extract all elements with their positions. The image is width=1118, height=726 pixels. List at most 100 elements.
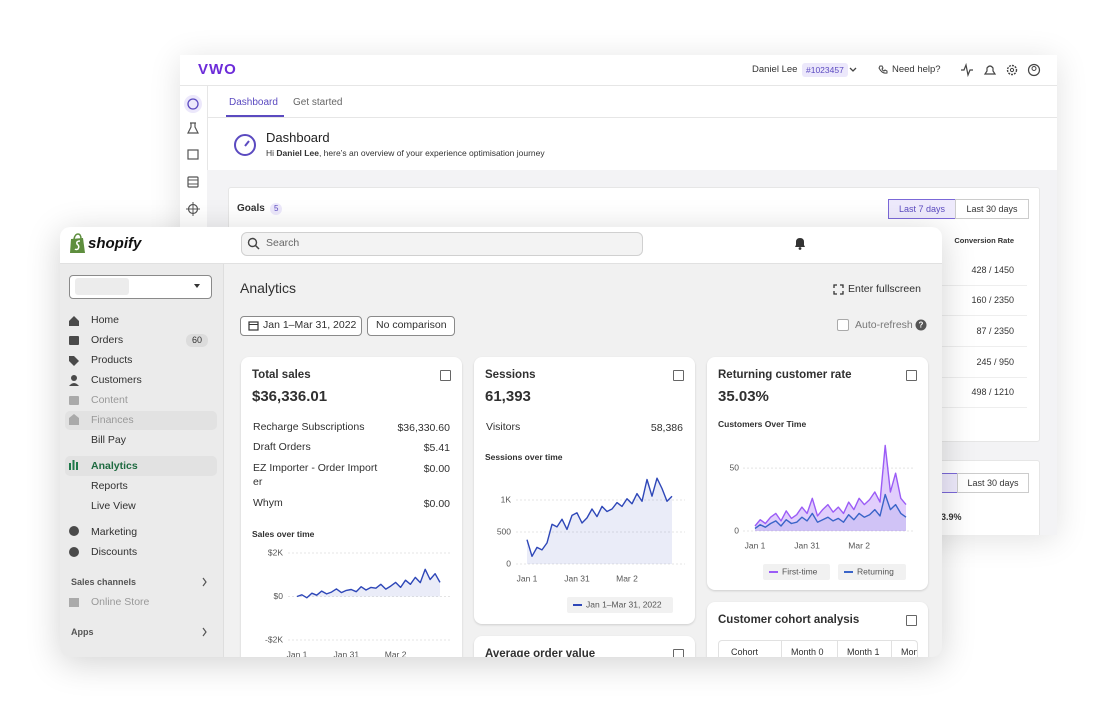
date-button[interactable] — [240, 316, 362, 336]
goals-count: 5 — [270, 203, 283, 215]
tab-active[interactable]: Dashboard — [229, 97, 278, 108]
shopify-logo[interactable]: shopify — [88, 235, 142, 252]
nav-item[interactable]: Customers — [91, 374, 142, 386]
account-badge: #1023457 — [802, 63, 848, 77]
nav-item[interactable]: Orders — [91, 334, 124, 346]
y-tick-label: 1K — [501, 494, 512, 504]
nav-item[interactable]: Online Store — [91, 596, 150, 608]
card-value: 61,393 — [485, 388, 531, 405]
legend-box — [763, 564, 830, 580]
help-link[interactable]: Need help? — [892, 64, 941, 75]
y-tick-label: 50 — [730, 462, 740, 472]
y-tick-label: $0 — [274, 591, 284, 601]
nav-highlight — [65, 456, 217, 476]
badge-bg — [186, 334, 208, 347]
line — [526, 477, 673, 557]
conversion-rate: 245 / 950 — [976, 357, 1014, 367]
y-tick-label: 0 — [506, 558, 511, 568]
y-tick-label: -$2K — [265, 634, 283, 644]
store-placeholder — [75, 278, 129, 295]
range-button[interactable]: Last 30 days — [957, 473, 1029, 493]
bell-icon[interactable] — [793, 236, 807, 250]
row-label: Recharge Subscriptions — [253, 421, 365, 433]
column-header: Month 0 — [791, 647, 824, 657]
line — [754, 493, 907, 530]
tab[interactable]: Get started — [293, 97, 343, 108]
x-tick-label: Mar 2 — [385, 649, 407, 657]
column-header: Conversion Rate — [954, 236, 1014, 245]
legend-box — [838, 564, 906, 580]
greeting-prefix: Hi — [266, 148, 275, 158]
range-button[interactable]: Last 30 days — [955, 199, 1029, 219]
greeting: Hi Daniel Lee, here’s an overview of you… — [266, 145, 545, 161]
conversion-rate: 87 / 2350 — [976, 326, 1014, 336]
nav-item[interactable]: Discounts — [91, 546, 138, 558]
checkbox[interactable] — [837, 319, 849, 331]
help-icon[interactable]: ? — [915, 319, 927, 331]
chevron[interactable] — [848, 65, 858, 75]
chart-title: Customers Over Time — [718, 419, 807, 429]
date-range: Jan 1–Mar 31, 2022 — [263, 319, 357, 331]
nav-item[interactable]: Finances — [91, 414, 134, 426]
card — [707, 357, 928, 590]
chart-title: Sales over time — [252, 529, 315, 539]
legend-label: First-time — [782, 566, 818, 576]
area — [297, 569, 440, 598]
nav-item[interactable]: Home — [91, 314, 120, 326]
card — [474, 636, 695, 657]
comparison-button[interactable] — [367, 316, 455, 336]
nav-item[interactable]: Live View — [91, 500, 136, 512]
nav-item[interactable]: Reports — [91, 480, 128, 492]
card — [241, 357, 462, 657]
x-tick-label: Mar 2 — [848, 540, 870, 550]
column-divider — [837, 641, 838, 657]
user-name[interactable]: Daniel Lee — [752, 64, 798, 75]
search-icon — [247, 237, 260, 250]
area — [755, 494, 906, 531]
shopify-window: shopify Search Home Orders Products Custome… — [60, 227, 942, 657]
row-label: Draft Orders — [253, 441, 311, 453]
x-tick-label: Mar 2 — [616, 573, 638, 583]
sidebar-icons[interactable] — [180, 85, 207, 225]
column-divider — [781, 641, 782, 657]
fullscreen-button[interactable]: Enter fullscreen — [848, 283, 921, 295]
y-tick-label: 0 — [734, 525, 739, 535]
range-button-active[interactable]: Last 7 days — [888, 199, 956, 219]
card — [474, 357, 695, 624]
nav-item[interactable]: Bill Pay — [91, 434, 127, 446]
row-value: $5.41 — [423, 442, 450, 454]
phone-icon — [878, 65, 888, 74]
area — [755, 445, 906, 531]
column-header: Month 2 — [901, 647, 917, 657]
nav-item[interactable]: Content — [91, 394, 128, 406]
line — [296, 568, 441, 599]
conversion-rate: 498 / 1210 — [971, 387, 1014, 397]
divider — [207, 117, 1057, 118]
x-tick-label: Jan 1 — [287, 649, 308, 657]
nav-item[interactable]: Marketing — [91, 526, 138, 538]
cohort-table: Cohort Month 0 Month 1 Month 2 — [718, 640, 918, 657]
card-title: Average order value — [485, 648, 596, 657]
nav-highlight — [65, 411, 217, 430]
vwo-header — [180, 55, 1057, 86]
nav-item[interactable]: Analytics — [91, 460, 138, 472]
area — [527, 478, 672, 564]
row-label: Whym — [253, 497, 283, 509]
section-label: Sales channels — [71, 577, 137, 587]
rate-value: 3.9% — [941, 512, 962, 522]
nav-icons — [69, 316, 207, 637]
fullscreen-icon — [833, 284, 844, 295]
shopify-bag — [70, 233, 85, 253]
header-icons[interactable] — [960, 63, 1050, 77]
x-tick-label: Jan 1 — [745, 540, 766, 550]
row-value: $0.00 — [423, 463, 450, 475]
conversion-rate: 428 / 1450 — [971, 265, 1014, 275]
legend-label: Returning — [857, 566, 894, 576]
card-title: Returning customer rate — [718, 369, 852, 381]
row-value: $36,330.60 — [397, 422, 450, 434]
search-box[interactable] — [241, 232, 643, 256]
chart-title: Sessions over time — [485, 452, 563, 462]
select-caret — [194, 284, 200, 288]
nav-item[interactable]: Products — [91, 354, 133, 366]
